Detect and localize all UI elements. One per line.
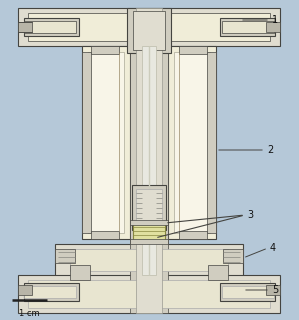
Bar [266,22,280,32]
Bar [91,46,119,54]
Bar [88,52,124,233]
Bar [24,18,79,36]
Bar [70,249,228,271]
Bar [174,52,210,233]
Bar [130,239,168,244]
Text: 5: 5 [272,285,278,295]
Bar [222,286,274,298]
Bar [168,46,216,239]
Bar [28,280,270,308]
Bar [179,231,207,239]
Bar [70,265,90,280]
Bar [18,22,32,32]
Bar [127,8,171,53]
Bar [130,8,168,313]
Bar [220,283,275,301]
Bar [82,52,91,233]
Bar [222,21,274,33]
Bar [223,249,243,263]
Bar [208,265,228,280]
Bar [28,13,270,41]
Text: 4: 4 [270,243,276,253]
Bar [24,283,79,301]
Text: 3: 3 [247,210,253,220]
Bar [179,46,207,54]
Bar [220,18,275,36]
Bar [55,244,243,276]
Text: 1 cm: 1 cm [19,309,40,318]
Text: 2: 2 [267,145,273,155]
Bar [133,223,165,241]
Bar [136,189,162,226]
Bar [82,46,130,239]
Bar [24,21,76,33]
Bar [266,285,280,295]
Bar [133,11,165,50]
Bar [18,8,280,46]
Bar [136,8,162,313]
Bar [207,52,216,233]
Bar [55,249,75,263]
Bar [130,220,168,225]
Bar [18,275,280,313]
Bar [91,231,119,239]
Bar [132,185,166,230]
Bar [24,286,76,298]
Bar [142,46,156,275]
Bar [18,285,32,295]
Text: 1: 1 [272,15,278,25]
